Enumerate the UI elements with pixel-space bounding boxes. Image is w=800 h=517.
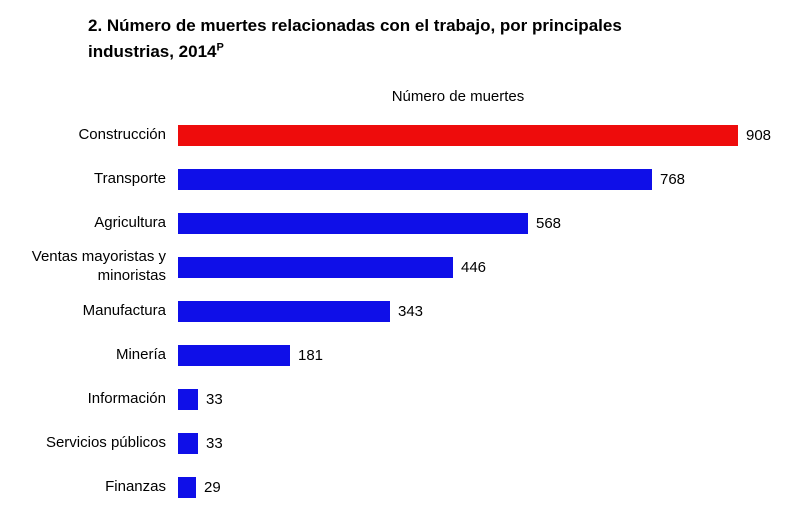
category-label: Construcción [78, 125, 166, 143]
bar-row: Transporte 768 [0, 157, 800, 201]
value-label: 343 [398, 302, 424, 320]
value-label: 29 [204, 478, 221, 496]
bar-track: 343 [178, 300, 800, 322]
bar-track: 446 [178, 256, 800, 278]
value-label: 181 [298, 346, 324, 364]
bar-row: Construcción 908 [0, 113, 800, 157]
category-label: Agricultura [94, 213, 166, 231]
bar-row: Ventas mayoristas y minoristas 446 [0, 245, 800, 289]
category-label: Manufactura [82, 301, 166, 319]
bar-track: 568 [178, 212, 800, 234]
chart-title: 2. Número de muertes relacionadas con el… [0, 0, 800, 64]
bar-track: 29 [178, 476, 800, 498]
chart-title-line2: industrias, 2014 [88, 41, 217, 61]
bar-row: Información 33 [0, 377, 800, 421]
bar-track: 33 [178, 432, 800, 454]
bar-track: 181 [178, 344, 800, 366]
category-label: Información [87, 389, 166, 407]
category-label: Servicios públicos [45, 433, 166, 451]
category-label: Transporte [94, 169, 166, 187]
bar [178, 388, 198, 410]
bar [178, 256, 453, 278]
bar-row: Servicios públicos 33 [0, 421, 800, 465]
axis-top-label: Número de muertes [391, 88, 525, 105]
bar-row: Finanzas 29 [0, 465, 800, 509]
bar-chart: Construcción 908 Transporte 768 Agricultura 5… [0, 113, 800, 509]
bar-row: Agricultura 568 [0, 201, 800, 245]
bar-track: 33 [178, 388, 800, 410]
bar-track: 908 [178, 124, 800, 146]
bar [178, 300, 390, 322]
value-label: 446 [461, 258, 487, 276]
chart-title-line1: 2. Número de muertes relacionadas con el… [88, 16, 622, 35]
bar [178, 432, 198, 454]
bar [178, 168, 652, 190]
value-label: 33 [206, 390, 223, 408]
value-label: 33 [206, 434, 223, 452]
value-label: 768 [660, 170, 686, 188]
chart-title-superscript: P [216, 40, 224, 53]
value-label: 568 [536, 214, 562, 232]
category-label: Minería [115, 345, 166, 363]
bar-row: Minería 181 [0, 333, 800, 377]
value-label: 908 [746, 126, 772, 144]
bar-row: Manufactura 343 [0, 289, 800, 333]
category-label: Finanzas [105, 477, 166, 495]
bar [178, 476, 196, 498]
bar [178, 212, 528, 234]
category-label: Ventas mayoristas y minoristas [31, 248, 166, 284]
bar [178, 124, 738, 146]
bar [178, 344, 290, 366]
bar-track: 768 [178, 168, 800, 190]
